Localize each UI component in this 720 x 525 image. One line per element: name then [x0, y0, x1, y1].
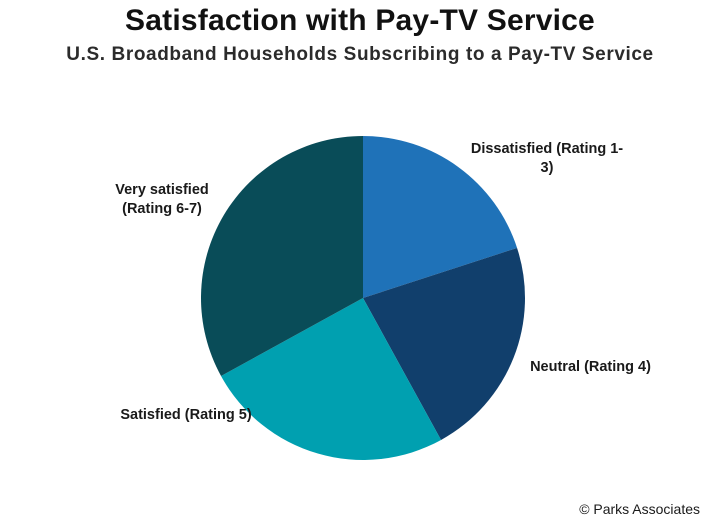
- slice-satisfied: [221, 298, 442, 460]
- chart-title: Satisfaction with Pay-TV Service: [125, 4, 595, 37]
- slice-label-neutral: Neutral (Rating 4): [530, 359, 651, 375]
- slice-label-satisfied: Satisfied (Rating 5): [120, 407, 252, 423]
- slice-very-satisfied: [201, 136, 363, 377]
- chart-subtitle: U.S. Broadband Households Subscribing to…: [66, 44, 654, 65]
- slice-neutral: [363, 247, 525, 440]
- slice-label-very-satisfied: Very satisfied (Rating 6-7): [115, 182, 209, 217]
- pie-slices: [201, 136, 525, 460]
- source-credit: © Parks Associates: [579, 501, 700, 517]
- slice-dissatisfied: [363, 136, 518, 298]
- slice-label-dissatisfied: Dissatisfied (Rating 1-3): [470, 141, 624, 176]
